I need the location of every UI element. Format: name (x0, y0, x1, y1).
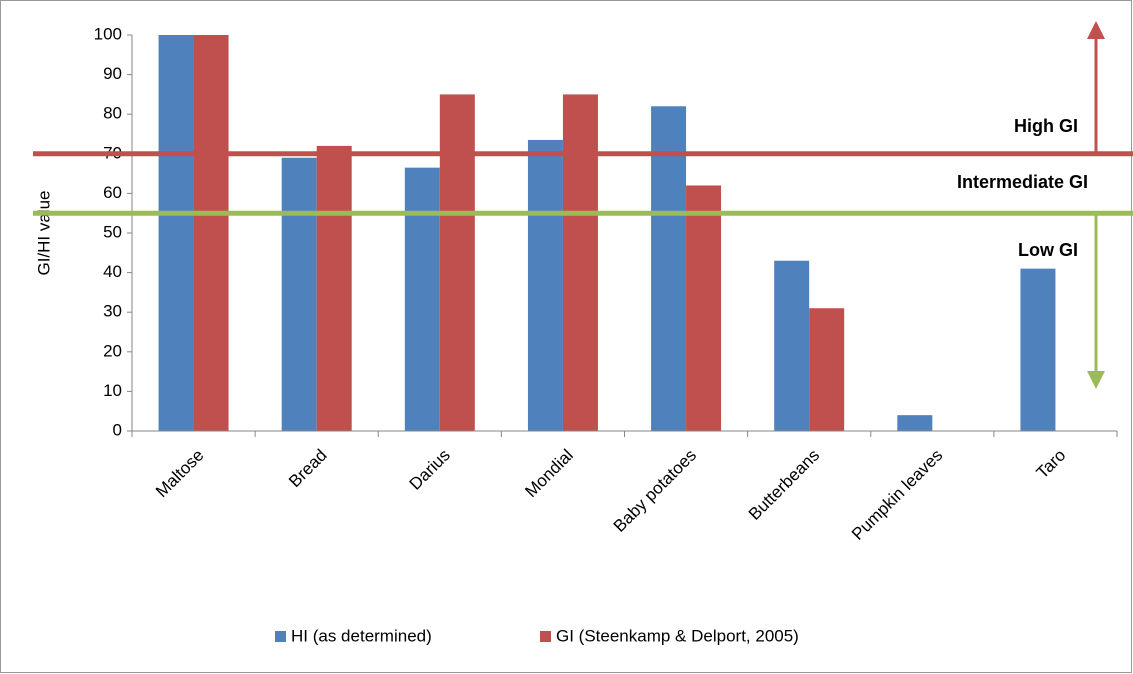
y-tick-label: 10 (103, 381, 122, 400)
legend-label: GI (Steenkamp & Delport, 2005) (556, 626, 799, 645)
bar (404, 167, 440, 431)
annotation: High GI (1014, 116, 1078, 136)
bar (809, 308, 845, 431)
annotation: Intermediate GI (957, 172, 1088, 192)
y-tick-label: 30 (103, 302, 122, 321)
bar (686, 185, 722, 431)
bar (439, 94, 475, 432)
bar (281, 157, 317, 431)
y-tick-label: 0 (113, 420, 122, 439)
legend-swatch (540, 631, 551, 642)
bar (774, 260, 810, 431)
y-tick-label: 60 (103, 183, 122, 202)
y-tick-label: 100 (94, 24, 122, 43)
bar (316, 145, 352, 431)
bar (527, 139, 563, 431)
y-tick-label: 20 (103, 341, 122, 360)
y-axis-label: GI/HI value (34, 190, 53, 275)
y-tick-label: 80 (103, 104, 122, 123)
bar (562, 94, 598, 432)
bar (193, 35, 229, 431)
bar (651, 106, 687, 431)
bar (1020, 268, 1056, 431)
y-tick-label: 90 (103, 64, 122, 83)
annotation: Low GI (1018, 240, 1078, 260)
bar (158, 35, 194, 431)
y-tick-label: 50 (103, 222, 122, 241)
y-tick-label: 40 (103, 262, 122, 281)
legend-label: HI (as determined) (291, 626, 432, 645)
bar (897, 415, 933, 431)
legend-swatch (275, 631, 286, 642)
